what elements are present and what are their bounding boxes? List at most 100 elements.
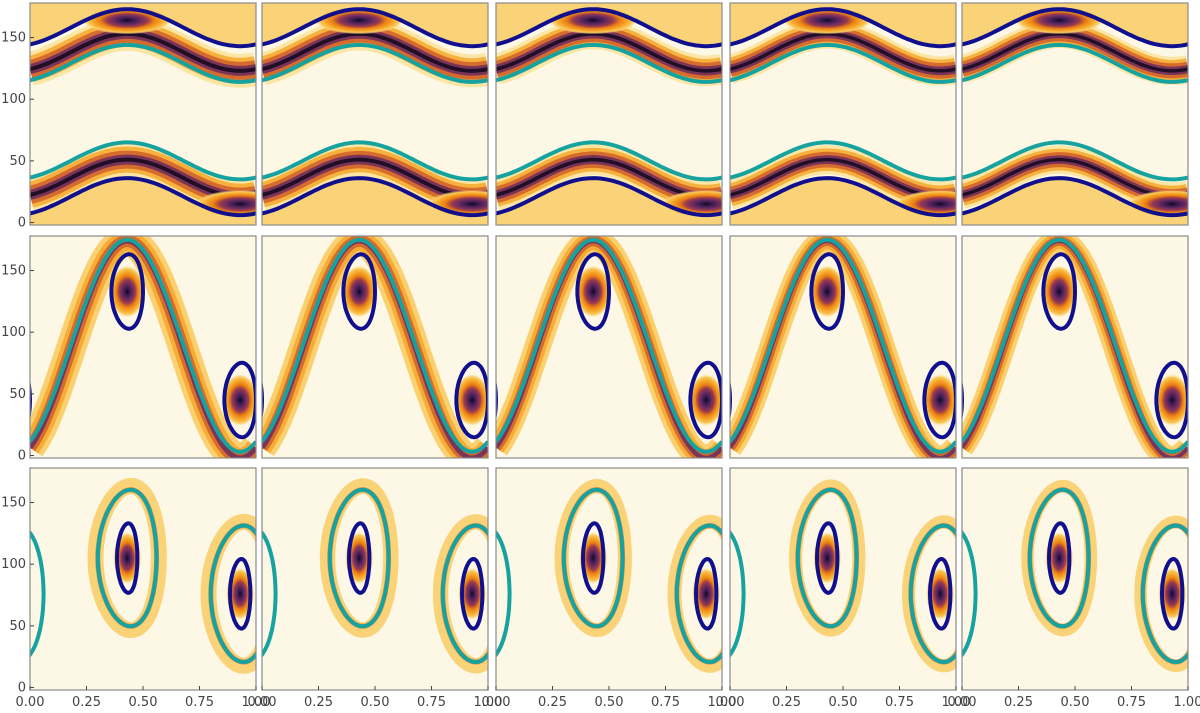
vortex-core	[1154, 374, 1188, 427]
teal-separatrix	[496, 237, 722, 454]
filament-band	[962, 32, 1188, 73]
navy-loop	[227, 556, 253, 631]
teal-loop	[561, 487, 625, 629]
panel-grid	[29, 2, 1189, 691]
panel-frame	[961, 235, 1189, 459]
navy-loop	[693, 556, 719, 631]
vortex-core	[1045, 532, 1074, 585]
teal-loop	[327, 487, 391, 629]
vortex-core	[1041, 265, 1078, 318]
panel-r2-c2	[261, 235, 489, 459]
filament-band	[496, 31, 722, 73]
x-tick-label: 0.50	[595, 695, 624, 710]
x-tick-label: 0.50	[361, 695, 390, 710]
y-tick-label: 50	[9, 154, 26, 169]
navy-separatrix-lower	[730, 176, 956, 218]
panel-frame	[29, 235, 257, 459]
teal-separatrix-upper	[730, 42, 956, 84]
panel-frame	[261, 235, 489, 459]
teal-separatrix	[262, 237, 488, 454]
teal-separatrix-lower	[30, 140, 256, 182]
vortex-core	[809, 265, 846, 318]
navy-separatrix-upper	[496, 7, 722, 49]
vortex-core	[458, 567, 487, 620]
vortex-core	[922, 374, 956, 427]
panel-r2-c4	[729, 235, 957, 459]
vortex-core	[1158, 567, 1187, 620]
y-tick-label: 150	[1, 264, 26, 279]
vortex-core	[454, 374, 488, 427]
filament-band	[730, 32, 956, 73]
navy-separatrix-lower	[30, 176, 256, 218]
teal-separatrix-upper	[496, 42, 722, 84]
teal-loop	[440, 523, 488, 665]
navy-separatrix-upper	[730, 7, 956, 49]
y-tick-label: 0	[18, 449, 26, 464]
y-tick-label: 150	[1, 496, 26, 511]
teal-separatrix-lower	[496, 140, 722, 182]
x-tick-label: 0.00	[482, 695, 511, 710]
vortex-core	[575, 265, 612, 318]
panel-r1-c3	[495, 2, 723, 226]
x-tick-label: 0.75	[885, 695, 914, 710]
teal-loop	[795, 487, 859, 629]
panel-r1-c2	[261, 2, 489, 226]
panel-r2-c5	[961, 235, 1189, 459]
panel-r1-c4	[729, 2, 957, 226]
x-tick-label: 1.00	[708, 695, 737, 710]
y-tick-label: 100	[1, 92, 26, 107]
teal-separatrix	[30, 237, 256, 454]
x-tick-label: 0.00	[16, 695, 45, 710]
x-tick-label: 0.25	[538, 695, 567, 710]
x-tick-label: 0.00	[716, 695, 745, 710]
navy-loop	[688, 360, 722, 440]
teal-loop	[674, 523, 722, 665]
x-tick-label: 1.00	[242, 695, 271, 710]
navy-loop	[1046, 521, 1072, 595]
panel-r2-c1	[29, 235, 257, 459]
vortex-core	[113, 532, 142, 585]
y-tick-label: 100	[1, 325, 26, 340]
panel-frame	[495, 2, 723, 226]
panel-frame	[495, 235, 723, 459]
x-tick-label: 0.50	[129, 695, 158, 710]
teal-separatrix	[730, 237, 956, 454]
y-tick-label: 0	[18, 216, 26, 231]
filament-band	[262, 31, 488, 73]
vortex-core	[688, 374, 722, 427]
navy-loop	[809, 252, 846, 331]
vortex-core	[579, 532, 608, 585]
vortex-core	[222, 374, 256, 427]
x-tick-label: 0.25	[1004, 695, 1033, 710]
y-tick-label: 100	[1, 557, 26, 572]
axis-ticks: 0 50 100 150 0 50 100 150 0 50 100 150 0.00 0.25 0.50 0…	[1, 31, 1200, 710]
navy-loop	[341, 252, 378, 331]
teal-loop	[95, 487, 159, 629]
panel-r3-c5	[961, 467, 1189, 691]
teal-loop	[208, 523, 256, 665]
teal-separatrix-upper	[962, 42, 1188, 84]
x-tick-label: 1.00	[474, 695, 503, 710]
panel-r3-c4	[729, 467, 957, 691]
panel-r3-c2	[261, 467, 489, 691]
navy-loop	[922, 360, 956, 440]
x-tick-label: 1.00	[942, 695, 971, 710]
navy-loop	[114, 521, 140, 595]
x-tick-label: 0.25	[72, 695, 101, 710]
navy-separatrix-lower	[262, 176, 488, 218]
teal-separatrix-upper	[30, 42, 256, 84]
navy-separatrix-upper	[30, 7, 256, 49]
navy-separatrix-upper	[262, 7, 488, 49]
x-tick-label: 0.25	[772, 695, 801, 710]
panel-r2-c3	[495, 235, 723, 459]
x-tick-label: 0.75	[1117, 695, 1146, 710]
panel-frame	[29, 2, 257, 226]
x-tick-label: 0.75	[417, 695, 446, 710]
navy-loop	[927, 556, 953, 631]
x-tick-label: 0.25	[304, 695, 333, 710]
y-tick-label: 0	[18, 681, 26, 696]
navy-separatrix-upper	[962, 7, 1188, 49]
navy-loop	[580, 521, 606, 595]
x-tick-label: 0.50	[1061, 695, 1090, 710]
